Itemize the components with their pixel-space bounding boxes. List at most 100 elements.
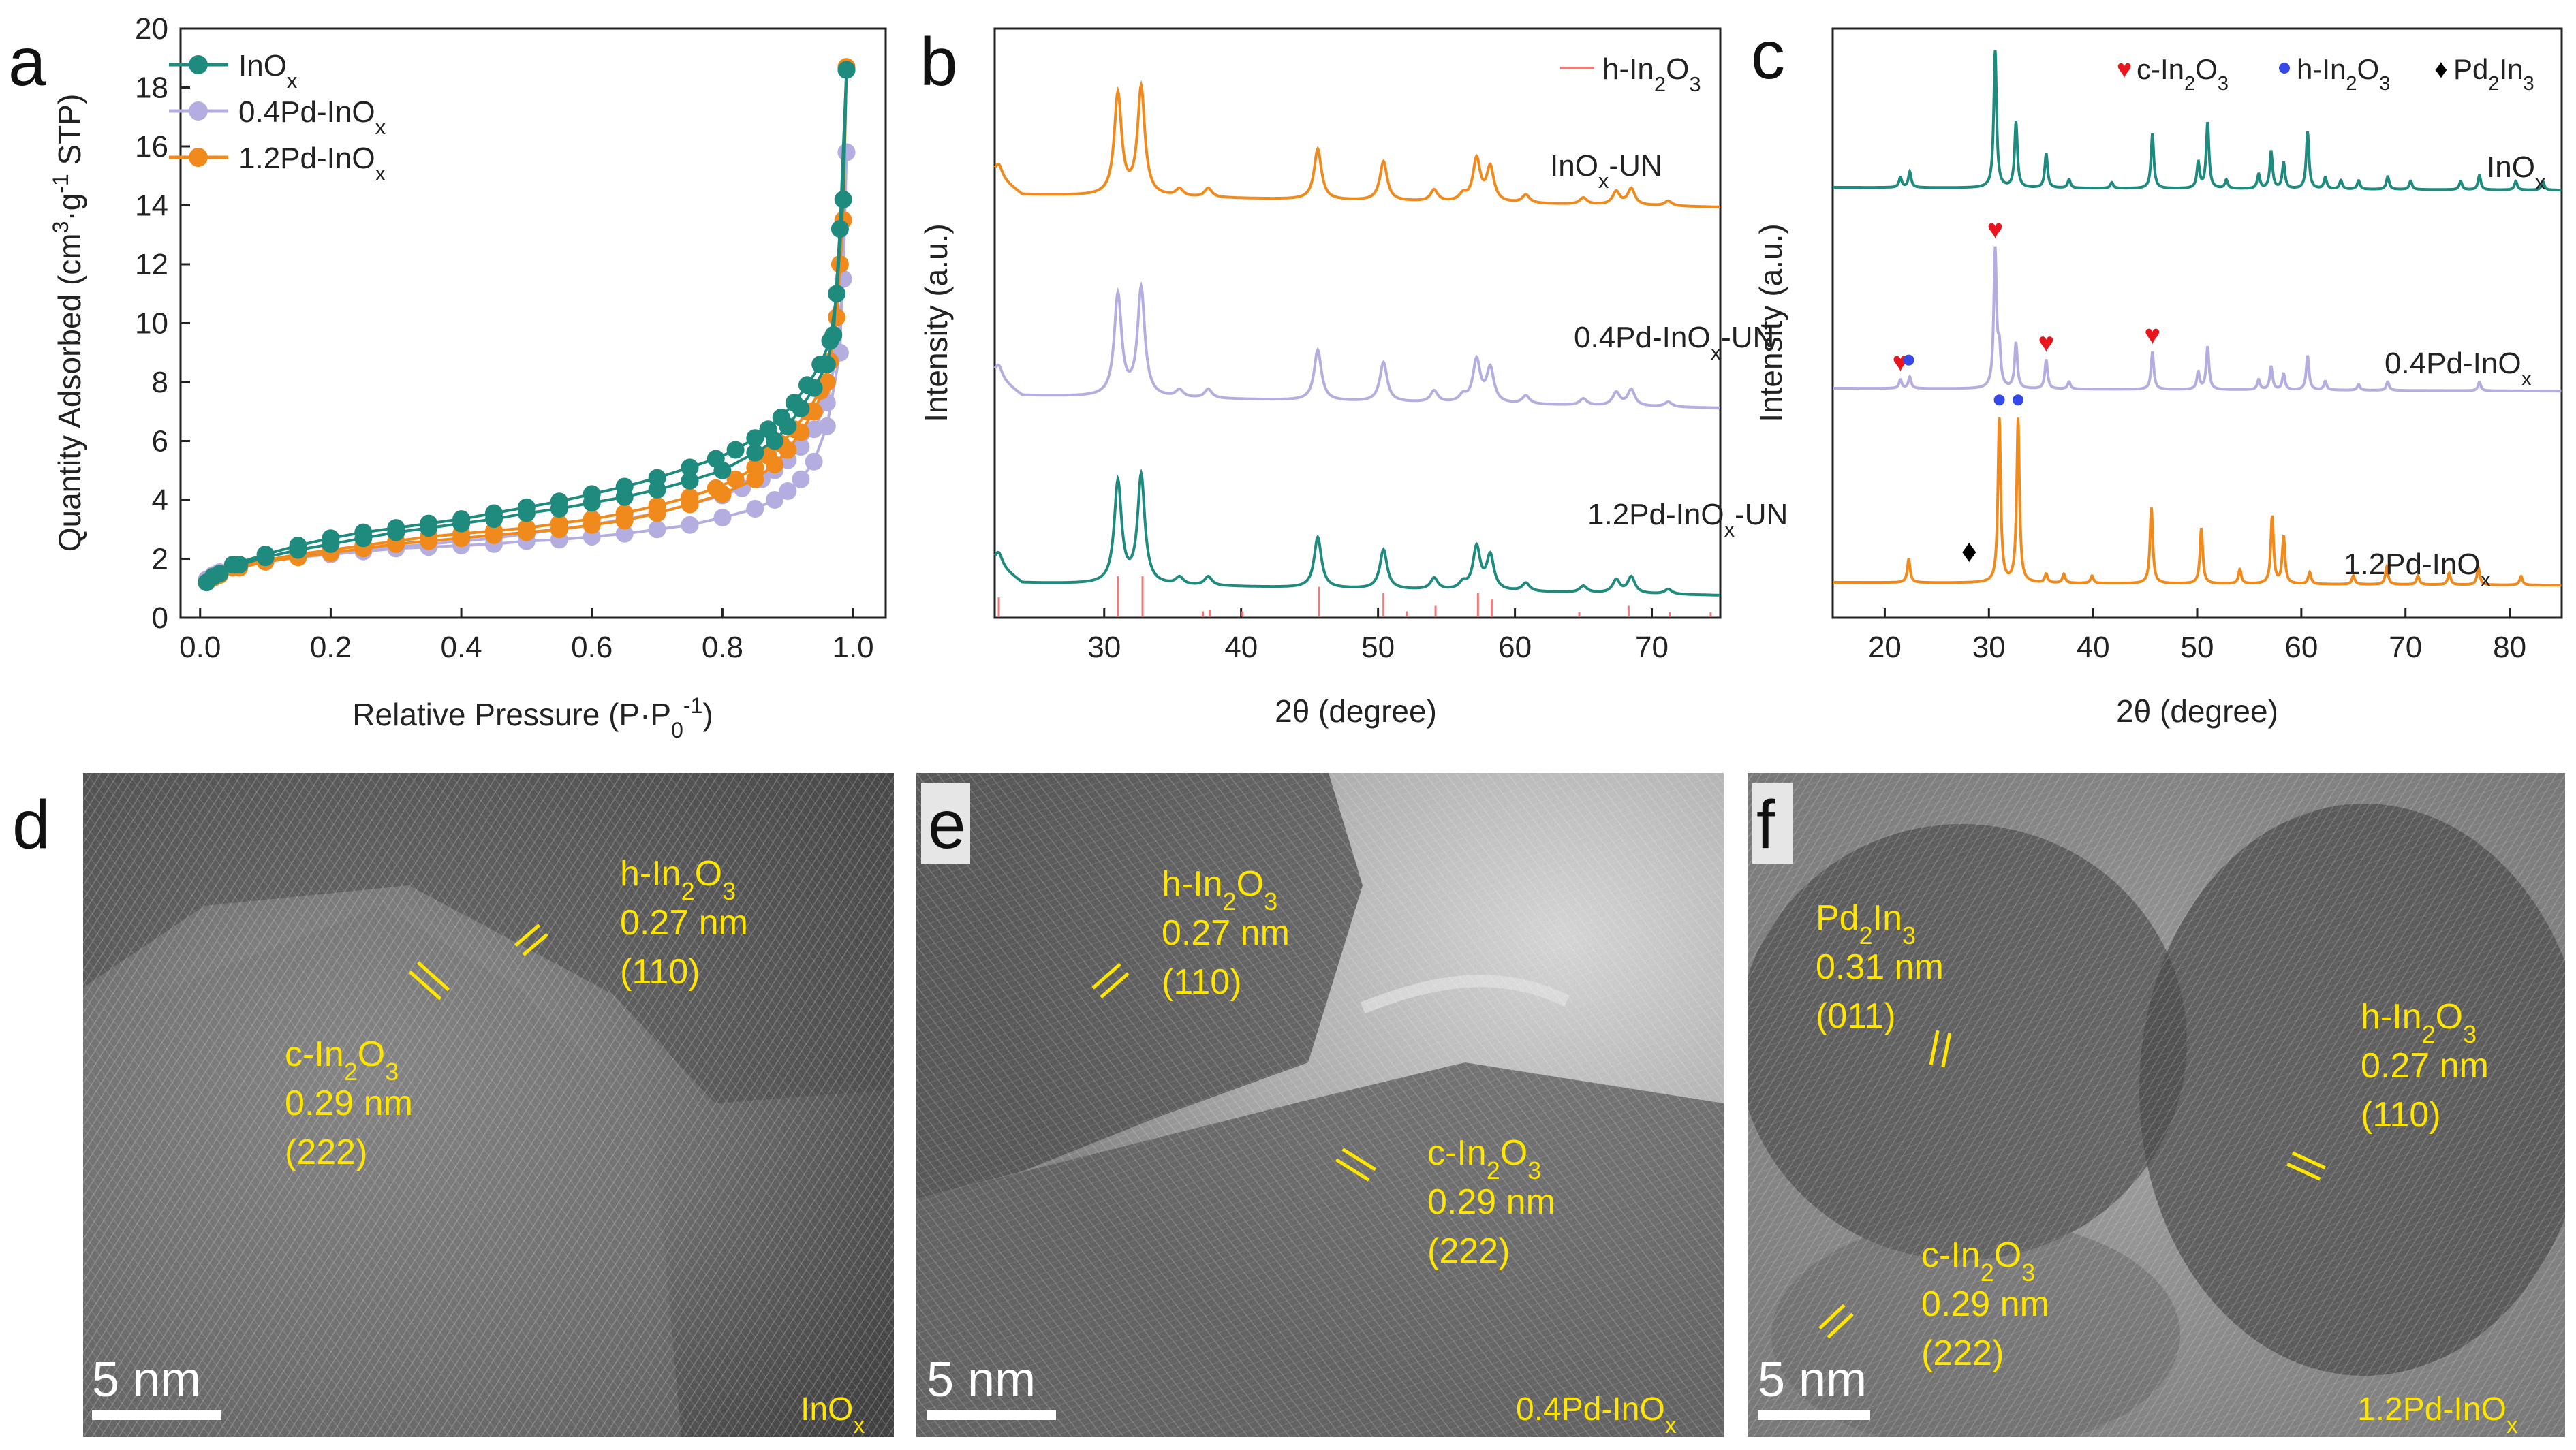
scale-bar-label: 5 nm	[1758, 1353, 1867, 1407]
scale-bar-label: 5 nm	[92, 1353, 201, 1407]
d-spacing-label: 0.29 nm	[1427, 1182, 1555, 1222]
fringe-mark	[1100, 972, 1130, 999]
fringe-mark	[1091, 962, 1121, 990]
series-label: InOx-UN	[1550, 149, 1662, 193]
isotherm-point	[713, 509, 732, 526]
panel-c-y-label: Intensity (a.u.)	[1753, 223, 1788, 422]
panel-letter-a: a	[8, 24, 46, 100]
legend-label: c-In2O3	[2137, 53, 2229, 95]
y-tick-label: 20	[135, 12, 168, 46]
isotherm-line-desorption	[212, 67, 848, 580]
fringe-mark	[1929, 1030, 1940, 1065]
panel-c-axes-frame	[1831, 27, 2563, 619]
y-tick-label: 4	[152, 484, 168, 517]
isotherm-point	[550, 514, 568, 533]
isotherm-point	[746, 500, 764, 518]
isotherm-point	[223, 556, 242, 574]
d-spacing-label: 0.31 nm	[1816, 947, 1944, 987]
isotherm-point	[828, 308, 846, 326]
isotherm-point	[792, 470, 810, 488]
isotherm-point	[517, 519, 536, 537]
isotherm-line-desorption	[212, 69, 848, 578]
marker-pd2in3	[1962, 543, 1976, 562]
x-tick-label: 30	[1972, 631, 2006, 664]
x-tick-label: 60	[1498, 631, 1532, 664]
y-tick-label: 12	[135, 248, 168, 281]
scale-bar	[92, 1410, 221, 1420]
fringe-mark	[2291, 1151, 2326, 1170]
panel-b-axes-frame	[993, 27, 1722, 619]
isotherm-point	[821, 332, 839, 350]
y-tick-label: 14	[135, 189, 168, 223]
panel-a-series	[198, 58, 856, 592]
isotherm-point	[452, 510, 471, 529]
panel-a-y-ticks: 0 2 4 6 8 10 12 14 16 18 20	[135, 12, 190, 635]
marker-cubic-in2o3: ♥	[1987, 215, 2004, 245]
x-tick-label: 50	[2181, 631, 2214, 664]
phase-label: Pd2In3	[1816, 898, 1916, 949]
xrd-pattern	[1833, 50, 2562, 191]
phase-label: c-In2O3	[1427, 1133, 1541, 1184]
x-tick-label: 50	[1361, 631, 1395, 664]
series-label: InOx	[2487, 151, 2546, 194]
phase-label: c-In2O3	[285, 1035, 399, 1086]
isotherm-point	[648, 497, 666, 515]
panel-b-series: InOx-UN 0.4Pd-InOx-UN 1.2Pd-InOx-UN	[993, 80, 1788, 597]
x-tick-label: 0.8	[702, 631, 743, 664]
marker-cubic-in2o3: ♥	[2144, 320, 2160, 350]
isotherm-point	[583, 510, 601, 529]
x-tick-label: 0.0	[179, 631, 221, 664]
phase-label: h-In2O3	[620, 854, 736, 905]
legend-marker	[189, 55, 208, 74]
panel-a-x-label: Relative Pressure (P·P0-1)	[352, 693, 713, 742]
isotherm-point	[256, 546, 275, 563]
series-label: 0.4Pd-InOx	[2385, 347, 2532, 390]
isotherm-point	[828, 285, 846, 303]
isotherm-point	[681, 516, 699, 534]
fringe-mark	[408, 970, 442, 1000]
marker-hex-in2o3	[1993, 394, 2005, 406]
fringe-mark	[1818, 1304, 1846, 1330]
panel-a-y-label: Quantity Adsorbed (cm3·g-1 STP)	[48, 94, 87, 552]
d-spacing-label: 0.27 nm	[1162, 913, 1290, 953]
isotherm-point	[766, 491, 784, 509]
isotherm-point	[834, 190, 852, 208]
xrd-pattern	[1833, 417, 2562, 587]
scale-bar	[1758, 1410, 1870, 1420]
x-tick-label: 80	[2493, 631, 2526, 664]
panel-letter-c: c	[1751, 17, 1785, 93]
isotherm-point	[746, 458, 764, 477]
legend-marker	[2279, 63, 2290, 74]
isotherm-point	[420, 514, 438, 533]
phase-label: h-In2O3	[2361, 997, 2477, 1048]
xrd-pattern	[993, 281, 1720, 409]
legend-label: h-In2O3	[1602, 52, 1701, 96]
plane-label: (110)	[1162, 962, 1242, 1002]
plane-label: (222)	[1427, 1231, 1510, 1271]
x-tick-label: 0.6	[571, 631, 612, 664]
isotherm-point	[387, 519, 405, 537]
isotherm-point	[681, 471, 699, 490]
panel-a-x-ticks: 0.0 0.2 0.4 0.6 0.8 1.0	[179, 608, 874, 664]
isotherm-point	[837, 143, 856, 161]
legend-label: 0.4Pd-InOx	[238, 95, 386, 139]
sample-label: 0.4Pd-InOx	[1516, 1391, 1677, 1438]
x-tick-label: 70	[1635, 631, 1669, 664]
panel-f-noise	[1748, 773, 2565, 1437]
y-tick-label: 8	[152, 366, 168, 399]
y-tick-label: 0	[152, 601, 168, 635]
isotherm-point	[681, 488, 699, 506]
isotherm-point	[615, 504, 634, 522]
isotherm-point	[746, 429, 764, 447]
marker-cubic-in2o3: ♥	[1892, 347, 1908, 377]
panel-c-phase-markers: ♥ ♥ ♥ ♥	[1892, 215, 2160, 562]
legend-marker	[189, 101, 208, 121]
xrd-pattern	[1833, 246, 2562, 393]
panel-b-reference-lines	[997, 576, 1712, 616]
y-tick-label: 16	[135, 130, 168, 163]
x-tick-label: 0.2	[310, 631, 352, 664]
